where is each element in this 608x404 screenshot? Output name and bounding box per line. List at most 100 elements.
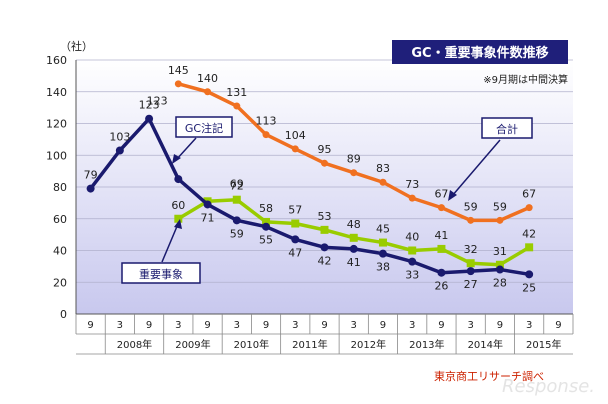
x-tick-label: 9 xyxy=(321,320,327,331)
data-point xyxy=(437,204,445,212)
source-credit: 東京商工リサーチ調べ xyxy=(434,369,544,383)
data-point xyxy=(378,249,387,258)
chart-note: ※9月期は中間決算 xyxy=(483,73,568,86)
data-label: 71 xyxy=(201,211,215,224)
x-tick-label: 9 xyxy=(204,320,210,331)
data-label: 95 xyxy=(318,143,332,156)
data-label: 67 xyxy=(434,188,448,201)
data-point xyxy=(262,217,271,226)
data-label: 60 xyxy=(171,199,185,212)
data-label: 145 xyxy=(168,64,189,77)
total-callout-arrow xyxy=(451,139,501,197)
x-axis: 9 3 9 3 9 3 9 3 9 3 9 3 9 3 9 3 9 2008年 2009年 2010年 2011年 201… xyxy=(75,313,574,355)
data-point xyxy=(408,257,417,266)
x-tick-label: 9 xyxy=(263,320,269,331)
total-callout-label: 合計 xyxy=(496,122,518,136)
data-label: 53 xyxy=(318,210,332,223)
data-point xyxy=(174,214,183,223)
y-tick-label: 40 xyxy=(53,245,67,258)
data-point xyxy=(320,225,329,234)
data-label: 59 xyxy=(230,227,244,240)
data-point xyxy=(349,244,358,253)
data-point xyxy=(437,268,446,277)
x-tick-label: 3 xyxy=(117,320,123,331)
important-callout-arrow xyxy=(161,223,179,263)
data-label: 67 xyxy=(522,188,536,201)
data-label: 32 xyxy=(464,243,478,256)
series-line-1 xyxy=(88,116,531,277)
data-point xyxy=(86,184,95,193)
data-point xyxy=(262,131,270,139)
data-point xyxy=(174,80,182,88)
year-label: 2012年 xyxy=(351,338,386,351)
data-label: 33 xyxy=(405,269,419,282)
data-label: 47 xyxy=(288,246,302,259)
y-axis: 0 20 40 60 80 100 120 140 160 xyxy=(46,54,77,321)
data-point xyxy=(408,194,416,202)
x-tick-label: 3 xyxy=(467,320,473,331)
data-label: 59 xyxy=(493,200,507,213)
total-callout-arrowhead xyxy=(448,190,457,201)
important-callout-label: 重要事象 xyxy=(139,267,183,281)
data-point xyxy=(145,114,154,123)
x-tick-label: 3 xyxy=(351,320,357,331)
data-point xyxy=(232,216,241,225)
chart-title: GC・重要事象件数推移 xyxy=(411,45,548,61)
data-label: 140 xyxy=(197,72,218,85)
data-point xyxy=(233,102,241,110)
y-tick-label: 20 xyxy=(53,276,67,289)
important-callout-box xyxy=(121,262,201,284)
data-label: 58 xyxy=(259,202,273,215)
x-tick-label: 9 xyxy=(146,320,152,331)
data-point xyxy=(525,270,534,279)
gc-callout-label: GC注記 xyxy=(185,121,223,135)
data-label: 104 xyxy=(285,129,306,142)
y-tick-label: 160 xyxy=(46,54,67,67)
data-point xyxy=(349,233,358,242)
data-point xyxy=(525,204,533,212)
gc-callout-arrowhead xyxy=(172,154,181,164)
year-label: 2008年 xyxy=(117,338,152,351)
data-point xyxy=(291,145,299,153)
data-point xyxy=(408,246,417,255)
x-tick-label: 3 xyxy=(175,320,181,331)
x-tick-label: 3 xyxy=(526,320,532,331)
unit-label: （社） xyxy=(60,39,93,53)
data-label: 31 xyxy=(493,245,507,258)
data-label: 55 xyxy=(259,234,273,247)
data-point xyxy=(291,219,300,228)
data-point xyxy=(496,216,504,224)
data-point xyxy=(525,243,534,252)
important-callout-arrowhead xyxy=(174,219,182,229)
x-tick-label: 9 xyxy=(497,320,503,331)
y-tick-label: 0 xyxy=(60,308,67,321)
data-point xyxy=(379,178,387,186)
data-label: 27 xyxy=(464,278,478,291)
data-label: 83 xyxy=(376,162,390,175)
year-label: 2013年 xyxy=(409,338,444,351)
data-label: 42 xyxy=(522,227,536,240)
year-label: 2010年 xyxy=(234,338,269,351)
total-callout-box xyxy=(481,117,533,139)
year-label: 2011年 xyxy=(292,338,327,351)
data-label: 69 xyxy=(230,177,244,190)
legend-callouts: GC注記 合計 重要事象 xyxy=(121,116,533,284)
data-label: 28 xyxy=(493,277,507,290)
data-label: 123 xyxy=(147,95,168,108)
data-point xyxy=(232,195,241,204)
data-label: 57 xyxy=(288,204,302,217)
data-point xyxy=(320,243,329,252)
x-tick-label: 9 xyxy=(555,320,561,331)
y-tick-label: 60 xyxy=(53,213,67,226)
x-tick-label: 9 xyxy=(87,320,93,331)
year-label: 2009年 xyxy=(175,338,210,351)
data-point xyxy=(204,88,212,96)
data-point xyxy=(262,222,271,231)
data-point xyxy=(321,159,328,167)
watermark: Response. xyxy=(502,376,595,397)
data-label: 40 xyxy=(405,231,419,244)
data-label: 89 xyxy=(347,153,361,166)
data-point xyxy=(467,216,475,224)
gc-callout-arrow xyxy=(175,137,197,161)
